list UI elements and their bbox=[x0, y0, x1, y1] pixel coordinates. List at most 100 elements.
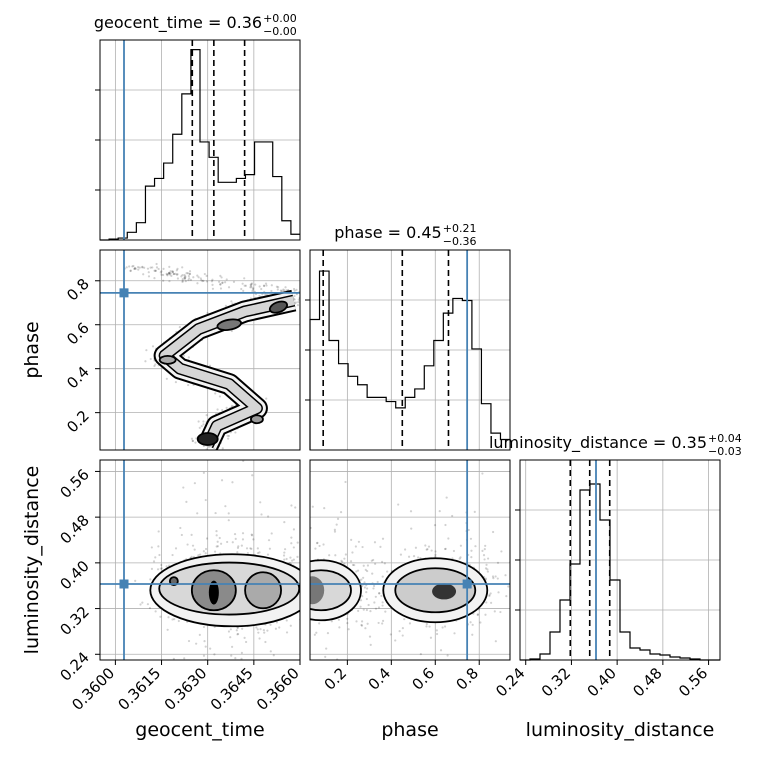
sample-point bbox=[171, 271, 175, 274]
sample-point bbox=[202, 625, 206, 629]
density-contour bbox=[268, 300, 288, 314]
sample-point bbox=[187, 383, 190, 387]
sample-point bbox=[305, 539, 307, 541]
sample-point bbox=[173, 618, 176, 621]
x-tick-label-phase: 0.2 bbox=[321, 664, 351, 694]
y-tick-label-phase: 0.4 bbox=[63, 363, 93, 393]
sample-point bbox=[218, 536, 221, 540]
sample-point bbox=[516, 575, 518, 577]
sample-point bbox=[301, 582, 303, 584]
sample-point bbox=[158, 553, 161, 557]
sample-point bbox=[445, 496, 448, 499]
sample-point bbox=[430, 549, 433, 552]
sample-point bbox=[365, 587, 369, 590]
sample-point bbox=[184, 279, 187, 283]
sample-point bbox=[381, 575, 384, 578]
sample-point bbox=[249, 547, 252, 550]
sample-point bbox=[303, 596, 305, 598]
sample-point bbox=[215, 545, 218, 548]
sample-point bbox=[443, 625, 447, 628]
sample-point bbox=[269, 623, 272, 626]
y-tick-label-phase: 0.6 bbox=[63, 319, 93, 349]
sample-point bbox=[259, 501, 262, 504]
sample-point bbox=[211, 283, 214, 286]
sample-point bbox=[200, 278, 203, 282]
sample-point bbox=[311, 505, 314, 508]
sample-point bbox=[372, 584, 376, 588]
sample-point bbox=[325, 647, 328, 650]
sample-point bbox=[366, 564, 370, 567]
sample-point bbox=[211, 278, 214, 281]
sample-point bbox=[492, 577, 495, 580]
sample-point bbox=[307, 617, 309, 619]
sample-point bbox=[202, 666, 204, 668]
sample-point bbox=[224, 304, 227, 307]
sample-point bbox=[235, 629, 238, 632]
sample-point bbox=[357, 609, 360, 612]
sample-point bbox=[302, 568, 304, 570]
sample-point bbox=[515, 551, 517, 553]
sample-point bbox=[296, 555, 299, 558]
sample-point bbox=[360, 620, 364, 623]
sample-point bbox=[346, 617, 349, 620]
sample-point bbox=[371, 572, 374, 575]
sample-point bbox=[347, 628, 350, 631]
sample-point bbox=[343, 562, 346, 565]
sample-point bbox=[372, 558, 375, 562]
sample-point bbox=[505, 594, 508, 598]
sample-point bbox=[356, 569, 360, 572]
sample-point bbox=[365, 608, 368, 612]
sample-point bbox=[185, 500, 188, 504]
sample-point bbox=[485, 601, 488, 604]
sample-point bbox=[435, 629, 438, 632]
sample-point bbox=[297, 301, 300, 304]
sample-point bbox=[305, 581, 307, 583]
sample-point bbox=[469, 537, 473, 540]
sample-point bbox=[381, 619, 385, 622]
sample-point bbox=[270, 532, 273, 535]
sample-point bbox=[193, 548, 196, 551]
sample-point bbox=[240, 287, 243, 291]
sample-point bbox=[425, 622, 428, 626]
sample-point bbox=[231, 645, 234, 648]
sample-point bbox=[284, 286, 287, 289]
sample-point bbox=[494, 575, 497, 578]
sample-point bbox=[189, 662, 191, 664]
y-axis-label-phase: phase bbox=[21, 321, 43, 378]
sample-point bbox=[240, 657, 243, 660]
sample-point bbox=[269, 650, 272, 653]
sample-point bbox=[337, 618, 340, 621]
sample-point bbox=[280, 289, 283, 292]
sample-point bbox=[220, 479, 224, 482]
sample-point bbox=[151, 345, 155, 348]
sample-point bbox=[265, 397, 268, 400]
density-contour bbox=[158, 354, 177, 365]
sample-point bbox=[444, 523, 447, 527]
sample-point bbox=[447, 537, 450, 540]
sample-point bbox=[275, 285, 278, 288]
sample-point bbox=[136, 265, 140, 269]
sample-point bbox=[153, 277, 156, 280]
sample-point bbox=[489, 592, 492, 595]
sample-point bbox=[276, 288, 279, 291]
sample-point bbox=[165, 272, 168, 275]
title-luminosity_distance: luminosity_distance = 0.35 bbox=[489, 433, 707, 453]
sample-point bbox=[297, 617, 299, 619]
sample-point bbox=[154, 610, 157, 613]
sample-point bbox=[301, 546, 303, 548]
sample-point bbox=[408, 622, 412, 625]
sample-point bbox=[209, 647, 212, 650]
sample-point bbox=[181, 280, 184, 283]
sample-point bbox=[183, 273, 186, 277]
sample-point bbox=[211, 287, 215, 290]
sample-point bbox=[434, 553, 437, 556]
sample-point bbox=[204, 547, 208, 551]
sample-point bbox=[147, 271, 150, 274]
sample-point bbox=[307, 560, 309, 562]
sample-point bbox=[483, 548, 486, 551]
sample-point bbox=[304, 573, 306, 575]
sample-point bbox=[373, 601, 376, 604]
sample-point bbox=[307, 581, 309, 583]
sample-point bbox=[162, 267, 165, 270]
sample-point bbox=[417, 556, 420, 559]
